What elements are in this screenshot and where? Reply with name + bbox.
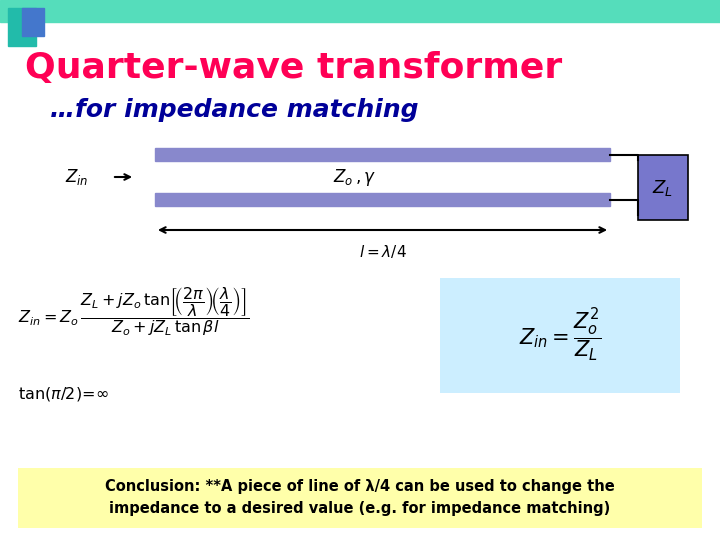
Bar <box>155 148 610 161</box>
Bar <box>0 0 720 22</box>
Bar <box>440 278 680 393</box>
Text: impedance to a desired value (e.g. for impedance matching): impedance to a desired value (e.g. for i… <box>109 501 611 516</box>
Bar <box>22 8 44 36</box>
Text: $l= \lambda/4$: $l= \lambda/4$ <box>359 243 407 260</box>
Text: $Z_{in} = \dfrac{Z_o^2}{Z_L}$: $Z_{in} = \dfrac{Z_o^2}{Z_L}$ <box>519 307 601 364</box>
Text: $Z_{in} = Z_o\,\dfrac{Z_L + jZ_o\,\tan\!\left[\!\left(\dfrac{2\pi}{\lambda}\righ: $Z_{in} = Z_o\,\dfrac{Z_L + jZ_o\,\tan\!… <box>18 285 250 338</box>
Text: …for impedance matching: …for impedance matching <box>50 98 418 122</box>
Bar <box>8 8 36 46</box>
Text: $\tan(\pi / 2)\!=\!\infty$: $\tan(\pi / 2)\!=\!\infty$ <box>18 385 109 403</box>
Text: Conclusion: **A piece of line of λ/4 can be used to change the: Conclusion: **A piece of line of λ/4 can… <box>105 478 615 494</box>
Text: $Z_{in}$: $Z_{in}$ <box>65 167 89 187</box>
Text: Quarter-wave transformer: Quarter-wave transformer <box>25 51 562 85</box>
Bar <box>155 193 610 206</box>
Text: $Z_L$: $Z_L$ <box>652 178 673 198</box>
Bar <box>18 468 702 528</box>
Text: $Z_o\,, \gamma$: $Z_o\,, \gamma$ <box>333 166 377 187</box>
Bar <box>638 155 688 220</box>
